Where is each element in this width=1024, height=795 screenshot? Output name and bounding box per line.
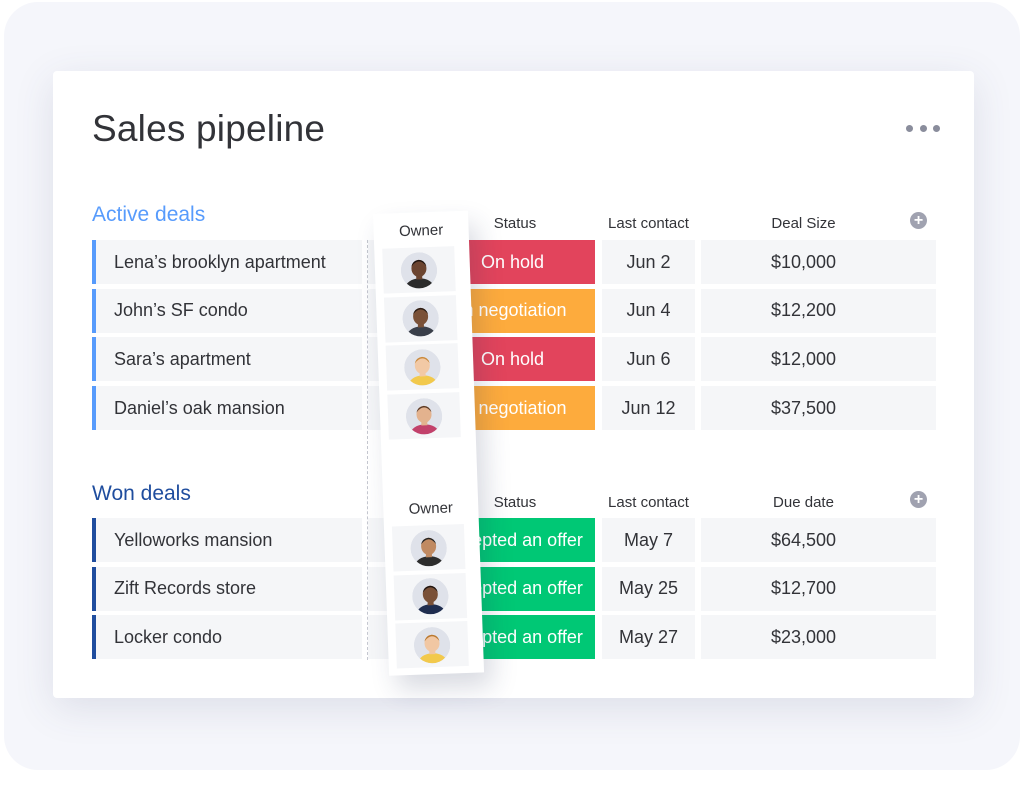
column-header-last-contact[interactable]: Last contact bbox=[608, 494, 689, 511]
date-value: Jun 4 bbox=[626, 300, 671, 321]
amount-value: $23,000 bbox=[770, 626, 837, 647]
item-name-cell[interactable]: Sara’s apartment bbox=[92, 337, 362, 382]
amount-cell[interactable]: $12,200 bbox=[701, 288, 906, 333]
date-value: Jun 2 bbox=[626, 251, 671, 272]
amount-cell[interactable]: $37,500 bbox=[701, 386, 906, 431]
amount-cell[interactable]: $12,700 bbox=[701, 566, 906, 611]
owner-won-cells bbox=[373, 211, 469, 669]
avatar[interactable] bbox=[400, 251, 438, 289]
date-cell[interactable]: Jun 2 bbox=[602, 240, 695, 284]
table-row[interactable]: John’s SF condo In negotiation Jun 4 $12,20… bbox=[92, 288, 936, 333]
empty-cell[interactable] bbox=[904, 240, 936, 284]
date-cell[interactable]: May 7 bbox=[602, 518, 695, 562]
empty-cell[interactable] bbox=[904, 288, 936, 333]
column-header-owner[interactable]: Owner bbox=[398, 221, 444, 241]
empty-cell[interactable] bbox=[904, 566, 936, 611]
item-name: Sara’s apartment bbox=[114, 348, 251, 369]
table-row[interactable]: Lena’s brooklyn apartment On hold Jun 2 $10… bbox=[92, 240, 936, 284]
item-name-cell[interactable]: Locker condo bbox=[92, 615, 362, 660]
table-row[interactable]: Locker condo Accepted an offer May 27 $23,0… bbox=[92, 615, 936, 660]
status-text: On hold bbox=[480, 251, 545, 272]
column-header-due-date[interactable]: Due date bbox=[773, 494, 834, 511]
column-header-last-contact[interactable]: Last contact bbox=[608, 215, 689, 232]
amount-cell[interactable]: $12,000 bbox=[701, 337, 906, 382]
column-drop-guide bbox=[367, 240, 369, 660]
status-text: In negotiation bbox=[458, 300, 567, 321]
owner-cell[interactable] bbox=[383, 294, 458, 343]
column-header-deal-size[interactable]: Deal Size bbox=[771, 215, 836, 232]
table-row[interactable]: Sara’s apartment On hold Jun 6 $12,000 bbox=[92, 337, 936, 382]
avatar[interactable] bbox=[413, 626, 451, 664]
owner-cell[interactable] bbox=[393, 572, 468, 621]
avatar[interactable] bbox=[405, 397, 443, 435]
date-cell[interactable]: May 25 bbox=[602, 566, 695, 611]
avatar[interactable] bbox=[403, 348, 441, 386]
group-title-active-deals[interactable]: Active deals bbox=[92, 203, 206, 226]
amount-cell[interactable]: $10,000 bbox=[701, 240, 906, 284]
table-row[interactable]: Daniel’s oak mansion In negotiation Jun 12… bbox=[92, 386, 936, 431]
avatar[interactable] bbox=[402, 299, 440, 338]
add-column-plus-icon[interactable]: + bbox=[910, 491, 927, 508]
empty-cell[interactable] bbox=[904, 518, 936, 562]
avatar[interactable] bbox=[410, 529, 448, 567]
column-header-owner[interactable]: Owner bbox=[408, 499, 454, 518]
empty-cell[interactable] bbox=[904, 615, 936, 660]
avatar[interactable] bbox=[411, 577, 449, 616]
date-cell[interactable]: Jun 12 bbox=[602, 386, 695, 431]
date-value: May 27 bbox=[618, 626, 679, 647]
item-name-cell[interactable]: Zift Records store bbox=[92, 566, 362, 611]
table-row[interactable]: Yelloworks mansion Accepted an offer May 7… bbox=[92, 518, 936, 562]
date-value: Jun 6 bbox=[626, 348, 671, 369]
owner-cell[interactable] bbox=[387, 392, 461, 440]
column-header-status[interactable]: Status bbox=[493, 215, 537, 232]
item-name: Lena’s brooklyn apartment bbox=[114, 251, 326, 272]
add-column-plus-icon[interactable]: + bbox=[910, 212, 927, 229]
column-header-status[interactable]: Status bbox=[493, 494, 537, 511]
amount-cell[interactable]: $64,500 bbox=[701, 518, 906, 562]
owner-cell[interactable] bbox=[382, 246, 456, 294]
date-cell[interactable]: May 27 bbox=[602, 615, 695, 660]
owner-column-drag-strip[interactable]: Owner Owner bbox=[373, 210, 485, 676]
status-text: On hold bbox=[480, 348, 545, 369]
date-value: May 25 bbox=[618, 578, 679, 599]
amount-cell[interactable]: $23,000 bbox=[701, 615, 906, 660]
amount-value: $12,200 bbox=[770, 300, 837, 321]
group-title-won-deals[interactable]: Won deals bbox=[92, 482, 191, 505]
more-options-icon[interactable] bbox=[906, 120, 940, 136]
item-name: Daniel’s oak mansion bbox=[114, 397, 285, 418]
item-name: Zift Records store bbox=[114, 578, 257, 599]
owner-active-cells bbox=[373, 211, 468, 440]
amount-value: $12,000 bbox=[770, 348, 837, 369]
item-name-cell[interactable]: Yelloworks mansion bbox=[92, 518, 362, 562]
owner-cell[interactable] bbox=[395, 621, 469, 669]
date-value: Jun 12 bbox=[621, 397, 676, 418]
empty-cell[interactable] bbox=[904, 337, 936, 382]
date-value: May 7 bbox=[623, 529, 674, 550]
amount-value: $12,700 bbox=[770, 578, 837, 599]
item-name: Locker condo bbox=[114, 626, 223, 647]
item-name-cell[interactable]: Lena’s brooklyn apartment bbox=[92, 240, 362, 284]
empty-cell[interactable] bbox=[904, 386, 936, 431]
table-row[interactable]: Zift Records store Accepted an offer May 2… bbox=[92, 566, 936, 611]
owner-cell[interactable] bbox=[385, 343, 460, 392]
amount-value: $10,000 bbox=[770, 251, 837, 272]
date-cell[interactable]: Jun 6 bbox=[602, 337, 695, 382]
owner-cell[interactable] bbox=[391, 524, 466, 572]
board-title: Sales pipeline bbox=[92, 108, 326, 149]
item-name: Yelloworks mansion bbox=[114, 529, 273, 550]
amount-value: $37,500 bbox=[770, 397, 837, 418]
item-name-cell[interactable]: Daniel’s oak mansion bbox=[92, 386, 362, 431]
date-cell[interactable]: Jun 4 bbox=[602, 288, 695, 333]
item-name-cell[interactable]: John’s SF condo bbox=[92, 288, 362, 333]
amount-value: $64,500 bbox=[770, 529, 837, 550]
item-name: John’s SF condo bbox=[114, 300, 248, 321]
status-text: In negotiation bbox=[458, 397, 567, 418]
